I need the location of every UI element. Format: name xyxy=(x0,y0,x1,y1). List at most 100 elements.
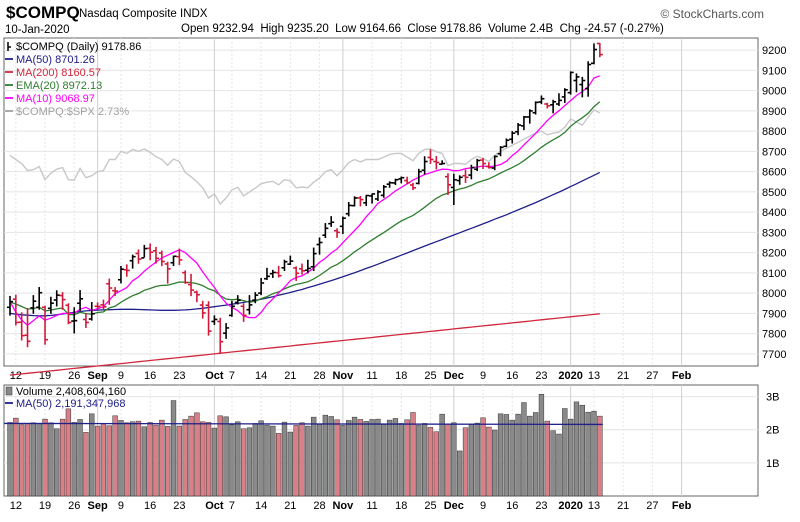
symbol-title: $COMPQ xyxy=(6,3,80,22)
x-axis-label: 27 xyxy=(646,370,658,382)
ma50-line xyxy=(9,171,601,317)
price-tick-label: 8900 xyxy=(762,106,786,118)
price-bar xyxy=(386,181,393,188)
volume-bar xyxy=(375,418,381,497)
price-bar xyxy=(427,149,434,164)
price-bar xyxy=(164,261,171,284)
volume-bar xyxy=(462,427,469,497)
low-label: Low xyxy=(335,23,357,35)
open-value: 9232.94 xyxy=(212,23,254,35)
volume-bar xyxy=(351,416,358,497)
volume-bar xyxy=(573,401,580,497)
volume-bar xyxy=(264,424,270,497)
volume-bar xyxy=(538,394,545,497)
x-axis-label: Nov xyxy=(332,370,354,382)
volume-bar xyxy=(135,420,142,497)
price-bar xyxy=(304,259,311,274)
x-axis-label: 21 xyxy=(284,370,296,382)
price-bar xyxy=(322,223,329,239)
relative-strength-line xyxy=(9,109,601,206)
volume-tick-label: 1B xyxy=(766,458,779,470)
price-bar xyxy=(392,178,399,185)
price-bar xyxy=(112,287,119,296)
high-label: High xyxy=(260,23,284,35)
price-bar xyxy=(363,194,370,207)
volume-bar xyxy=(30,422,37,497)
volume-bar xyxy=(433,431,439,497)
x-axis-label-bottom: 7 xyxy=(229,500,235,512)
volume-bar xyxy=(89,413,95,497)
price-tick-label: 9100 xyxy=(762,65,786,77)
price-bar xyxy=(287,255,294,265)
x-axis-label-bottom: Nov xyxy=(332,500,354,512)
price-bar xyxy=(404,176,411,185)
price-bar xyxy=(94,302,101,310)
price-bar xyxy=(538,95,545,105)
brand-label: © StockCharts.com xyxy=(660,7,764,21)
x-axis-label: 28 xyxy=(313,370,325,382)
volume-bar xyxy=(170,400,177,497)
volume-bar xyxy=(77,419,83,497)
volume-bar xyxy=(532,412,539,497)
price-bar xyxy=(176,248,183,266)
price-bar xyxy=(170,255,177,266)
price-bar xyxy=(526,109,533,124)
volume-bar xyxy=(106,425,112,497)
price-bar xyxy=(117,265,124,284)
volume-bar xyxy=(451,422,457,497)
volume-bar xyxy=(340,425,346,497)
x-axis-label: 21 xyxy=(617,370,629,382)
volume-tick-label: 3B xyxy=(766,392,779,404)
volume-bar xyxy=(421,423,428,497)
price-bar xyxy=(544,102,551,109)
x-axis-label: 11 xyxy=(366,370,377,382)
x-axis-label-bottom: 16 xyxy=(144,500,156,512)
volume-bar xyxy=(521,402,527,497)
volume-bar xyxy=(281,421,288,497)
x-axis-label: 9 xyxy=(118,370,124,382)
price-bar xyxy=(468,164,475,180)
x-axis-label-bottom: 13 xyxy=(588,500,600,512)
volume-bar xyxy=(217,415,223,497)
price-bar xyxy=(351,196,358,207)
x-axis-label-bottom: 11 xyxy=(366,500,377,512)
price-bar xyxy=(310,247,317,272)
volume-bar xyxy=(386,419,393,497)
volume-bar xyxy=(357,419,364,497)
x-axis-label: Feb xyxy=(672,370,692,382)
price-tick-label: 8100 xyxy=(762,268,786,280)
price-bar xyxy=(106,278,113,305)
price-bar xyxy=(47,296,54,314)
legend-label-volume: Volume 2,408,604,160 xyxy=(16,386,126,398)
price-tick-label: 7700 xyxy=(762,349,786,361)
price-bar xyxy=(491,155,498,171)
price-bar xyxy=(153,246,159,264)
price-bar xyxy=(7,295,13,316)
volume-bar xyxy=(322,414,329,497)
x-axis-label-bottom: 21 xyxy=(284,500,296,512)
price-bars xyxy=(7,42,603,354)
price-bar xyxy=(82,313,89,328)
volume-bar xyxy=(544,420,550,497)
volume-bar xyxy=(328,416,334,497)
price-bar xyxy=(199,300,206,319)
price-bar xyxy=(71,307,78,334)
x-axis-label-bottom: 9 xyxy=(480,500,486,512)
legend-label-price: $COMPQ (Daily) 9178.86 xyxy=(16,41,141,53)
legend-label-relative: $COMPQ:$SPX 2.73% xyxy=(16,106,129,118)
volume-bar xyxy=(439,413,445,497)
volume-bar xyxy=(497,413,504,497)
price-bar xyxy=(480,157,487,169)
price-bar xyxy=(316,237,323,255)
price-bar xyxy=(246,295,253,315)
volume-bar xyxy=(94,425,101,497)
price-bar xyxy=(532,101,539,115)
volume-bar xyxy=(287,431,293,497)
price-bar xyxy=(42,305,49,345)
price-bar xyxy=(409,182,416,191)
price-bar xyxy=(18,312,25,341)
price-tick-label: 8500 xyxy=(762,187,786,199)
quote-summary: Open 9232.94 High 9235.20 Low 9164.66 Cl… xyxy=(181,23,664,35)
volume-bar xyxy=(492,429,498,497)
